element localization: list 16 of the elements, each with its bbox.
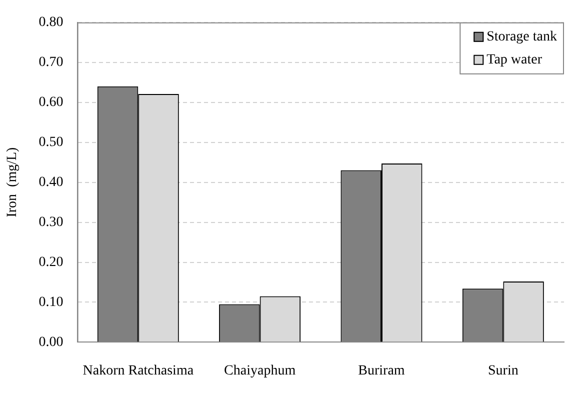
y-tick-label: 0.40	[38, 174, 64, 190]
y-axis-title: Iron (mg/L)	[5, 146, 20, 218]
y-tick-label: 0.30	[38, 214, 64, 230]
y-tick-label: 0.00	[38, 334, 64, 350]
y-tick-label: 0.60	[38, 95, 64, 110]
x-tick-label: Buriram	[358, 363, 405, 378]
x-tick-label: Nakorn Ratchasima	[82, 363, 194, 378]
y-tick-label: 0.70	[38, 55, 64, 70]
legend-label: Storage tank	[486, 30, 558, 45]
y-tick-label: 0.50	[38, 134, 64, 150]
y-tick-label: 0.80	[38, 15, 64, 30]
y-tick-label: 0.10	[38, 294, 64, 310]
x-tick-label: Chaiyaphum	[224, 363, 296, 378]
y-tick-label: 0.20	[38, 254, 64, 270]
legend-label: Tap water	[486, 52, 542, 68]
x-tick-label: Surin	[488, 363, 518, 378]
